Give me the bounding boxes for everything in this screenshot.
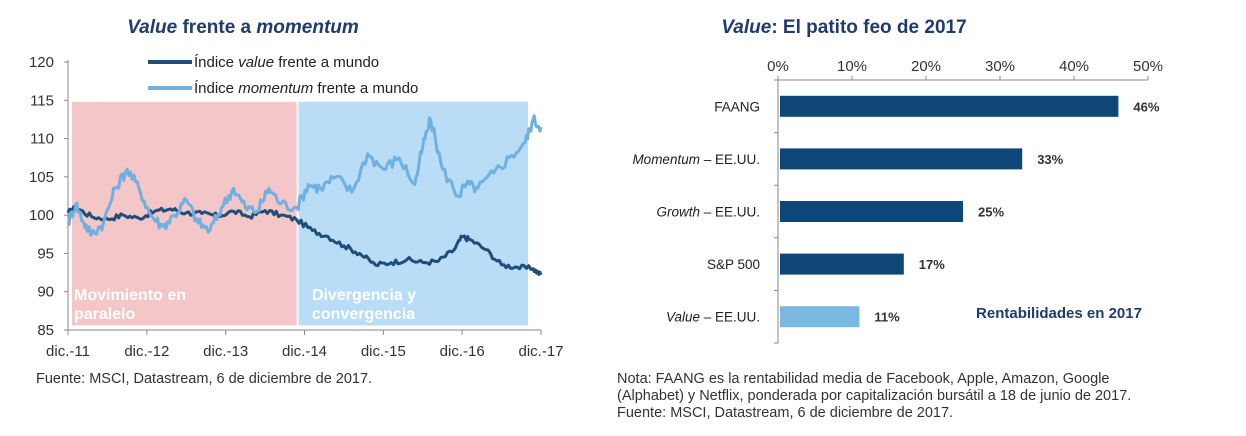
value-label: 33% <box>1037 152 1063 167</box>
right-x-ticks: 0% 10% 20% 30% 40% 50% <box>767 58 1163 80</box>
region-labels: Movimiento en paralelo Divergencia y conver… <box>74 287 416 323</box>
x-tick-label: 20% <box>911 58 941 75</box>
y-tick-label: 90 <box>37 284 54 301</box>
y-tick-label: 110 <box>30 131 54 148</box>
y-tick-label: 120 <box>29 54 54 71</box>
left-y-ticks: 120 115 110 105 100 95 90 85 <box>29 54 68 339</box>
category-label: Momentum – EE.UU. <box>632 152 760 167</box>
category-label: FAANG <box>714 99 760 114</box>
y-tick-label: 115 <box>30 92 54 109</box>
region-label: convergencia <box>312 306 415 323</box>
series-line-1 <box>66 114 543 237</box>
x-tick-label: 40% <box>1059 58 1089 75</box>
right-subtitle: Rentabilidades en 2017 <box>976 305 1142 322</box>
left-series <box>66 114 543 276</box>
x-tick-label: dic.-16 <box>440 343 485 360</box>
right-bars: FAANG 46% Momentum – EE.UU. 33% Growth – EE.… <box>632 79 1160 344</box>
y-tick-label: 105 <box>29 169 54 186</box>
value-label: 25% <box>978 205 1004 220</box>
category-label: Value – EE.UU. <box>666 310 760 325</box>
x-tick-label: 30% <box>985 58 1015 75</box>
region-divergence <box>298 101 528 326</box>
region-label: Divergencia y <box>312 287 416 304</box>
bar <box>780 306 860 328</box>
region-label: paralelo <box>74 306 136 323</box>
right-note-line-3: Fuente: MSCI, Datastream, 6 de diciembre… <box>617 405 953 421</box>
left-chart: Value frente a momentum Movimiento en par… <box>29 17 564 387</box>
right-chart-title: Value: El patito feo de 2017 <box>721 17 966 38</box>
category-label: S&P 500 <box>707 257 760 272</box>
bar <box>780 148 1023 170</box>
bar <box>780 253 904 275</box>
value-label: 46% <box>1133 99 1159 114</box>
y-tick-label: 95 <box>37 245 54 262</box>
x-tick-label: 10% <box>837 58 867 75</box>
x-tick-label: 50% <box>1133 58 1163 75</box>
left-source: Fuente: MSCI, Datastream, 6 de diciembre… <box>36 371 372 387</box>
region-label: Movimiento en <box>74 287 186 304</box>
x-tick-label: dic.-12 <box>124 343 169 360</box>
y-tick-label: 85 <box>37 322 54 339</box>
y-tick-label: 100 <box>29 207 54 224</box>
right-chart: Value: El patito feo de 2017 0% 10% 20% 30%… <box>617 17 1163 421</box>
x-tick-label: dic.-15 <box>361 343 406 360</box>
x-tick-label: dic.-17 <box>518 343 563 360</box>
bar <box>780 95 1119 117</box>
x-tick-label: dic.-13 <box>203 343 248 360</box>
left-chart-title: Value frente a momentum <box>127 17 359 38</box>
series-line-0 <box>66 205 543 276</box>
bar <box>780 201 963 222</box>
x-tick-label: dic.-11 <box>46 343 90 360</box>
category-label: Growth – EE.UU. <box>656 205 760 220</box>
x-tick-label: dic.-14 <box>282 343 327 360</box>
right-note-line-1: Nota: FAANG es la rentabilidad media de … <box>617 371 1109 387</box>
legend-label: Índice value frente a mundo <box>194 54 379 71</box>
value-label: 11% <box>874 310 900 325</box>
left-x-ticks: dic.-11 dic.-12 dic.-13 dic.-14 dic.-15 dic.-… <box>46 330 564 360</box>
value-label: 17% <box>919 257 945 272</box>
x-tick-label: 0% <box>767 58 789 75</box>
left-legend: Índice value frente a mundo Índice moment… <box>148 54 418 97</box>
legend-label: Índice momentum frente a mundo <box>194 80 418 97</box>
right-note-line-2: (Alphabet) y Netflix, ponderada por capi… <box>617 388 1131 404</box>
